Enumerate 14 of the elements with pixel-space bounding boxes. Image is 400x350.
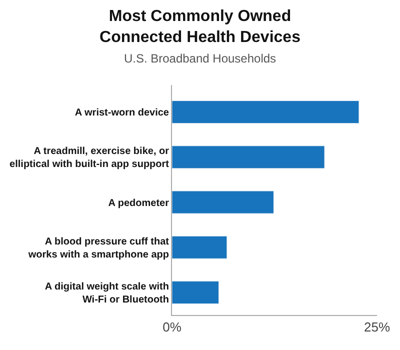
y-tick-label: A treadmill, exercise bike, or elliptical with built-in app support (10, 146, 170, 170)
y-tick-label: A digital weight scale with Wi-Fi or Bluetooth (44, 281, 169, 306)
chart-subtitle: U.S. Broadband Households (124, 52, 276, 66)
y-tick-label: A pedometer (108, 198, 170, 209)
bar (172, 146, 325, 169)
chart-title: Most Commonly Owned Connected Health Devices (100, 8, 301, 46)
bar (172, 236, 228, 259)
bar (172, 100, 360, 124)
x-tick-label: 25% (364, 320, 390, 335)
x-tick-label: 0% (162, 320, 182, 335)
y-tick-label: A wrist-worn device (74, 108, 170, 119)
y-tick-label: A blood pressure cuff that works with a smartphone app (27, 236, 170, 260)
bar (172, 190, 274, 214)
bar (172, 280, 219, 304)
